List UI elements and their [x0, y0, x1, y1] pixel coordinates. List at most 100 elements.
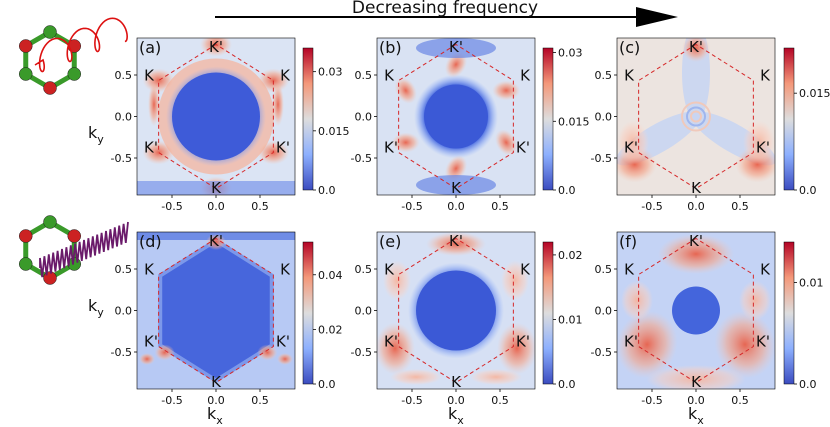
k-label-left-upper-d: K: [144, 261, 155, 279]
x-tick-f-2: 0.5: [731, 394, 749, 407]
k-label-left-upper-c: K: [624, 67, 635, 85]
k-label-left-upper-f: K: [624, 261, 635, 279]
k-label-left-lower-e: K': [384, 333, 398, 351]
hexagon-molecule-circular-icon: [19, 17, 128, 95]
y-tick-e-2: -0.5: [351, 346, 372, 359]
y-tick-d-2: -0.5: [111, 346, 132, 359]
colorbar-a: [302, 47, 314, 191]
colorbar-b: [542, 47, 554, 191]
y-tick-b-1: 0.0: [355, 111, 373, 124]
colorbar-c: [783, 47, 795, 191]
colorbar-tick-e-0: 0.02: [558, 249, 583, 262]
heatmap-d: [137, 232, 295, 389]
x-tick-a-2: 0.5: [251, 200, 269, 213]
panel-b: K' K K K K' K' (b) -0.5 0.0 0.5 0.5 0.0 -0.5 0.03 0.01…: [351, 37, 590, 213]
panel-label-e: (e): [379, 232, 401, 251]
kx-label-d: kx: [207, 404, 223, 427]
k-label-bottom-e: K: [451, 373, 462, 391]
k-label-right-lower-e: K': [516, 333, 530, 351]
k-label-right-lower-a: K': [276, 139, 290, 157]
k-label-bottom-f: K: [691, 373, 702, 391]
y-tick-c-0: 0.5: [595, 69, 613, 82]
hexagon-molecule-linear-icon: [19, 215, 129, 285]
k-label-left-lower-d: K': [144, 333, 158, 351]
colorbar-f: [783, 241, 795, 385]
colorbar-tick-b-0: 0.03: [558, 47, 583, 60]
y-tick-b-0: 0.5: [355, 69, 373, 82]
k-label-top-f: K': [689, 232, 703, 250]
panel-d: K' K K K K' K' (d) -0.5 0.0 0.5 0.5 0.0 -0.5 0.04 0.02…: [111, 231, 343, 407]
k-label-right-lower-c: K': [756, 139, 770, 157]
ky-label-top: ky: [88, 123, 104, 146]
colorbar-tick-e-1: 0.01: [558, 313, 583, 326]
x-tick-e-1: 0.0: [447, 394, 465, 407]
k-label-bottom-b: K: [451, 179, 462, 197]
k-label-right-upper-e: K: [520, 261, 531, 279]
panel-e: K' K K K K' K' (e) -0.5 0.0 0.5 0.5 0.0 -0.5 0.02 0.01…: [351, 231, 583, 407]
y-tick-f-0: 0.5: [595, 263, 613, 276]
heatmap-e: [377, 232, 535, 389]
y-tick-a-1: 0.0: [115, 111, 133, 124]
x-tick-b-0: -0.5: [401, 200, 422, 213]
x-tick-c-2: 0.5: [731, 200, 749, 213]
colorbar-tick-b-2: 0.0: [558, 184, 576, 197]
k-label-top-b: K': [449, 38, 463, 56]
heatmap-c: [617, 38, 775, 195]
colorbar-tick-a-2: 0.0: [318, 184, 336, 197]
panel-label-c: (c): [619, 38, 640, 57]
colorbar-d: [302, 241, 314, 385]
k-label-left-lower-a: K': [144, 139, 158, 157]
k-label-left-lower-b: K': [384, 139, 398, 157]
colorbar-tick-a-0: 0.03: [318, 66, 343, 79]
colorbar-tick-a-1: 0.015: [318, 125, 350, 138]
y-tick-a-2: -0.5: [111, 152, 132, 165]
panel-label-b: (b): [379, 38, 402, 57]
kx-label-f: kx: [688, 404, 704, 427]
panel-a: K' K K K K' K' (a) -0.5 0.0 0.5 0.5 0.0 -0.5 0.03 0.01…: [111, 37, 350, 213]
x-tick-d-0: -0.5: [161, 394, 182, 407]
colorbar-e: [542, 241, 554, 385]
x-tick-c-0: -0.5: [641, 200, 662, 213]
panel-c: K' K K K K' K' (c) -0.5 0.0 0.5 0.5 0.0 -0.5 0.015 0.0: [591, 37, 830, 213]
panel-label-d: (d): [139, 232, 162, 251]
x-tick-b-2: 0.5: [491, 200, 509, 213]
frequency-arrow: [215, 7, 678, 27]
y-tick-e-0: 0.5: [355, 263, 373, 276]
k-label-left-upper-a: K: [144, 67, 155, 85]
k-label-left-upper-e: K: [384, 261, 395, 279]
k-label-top-a: K': [209, 38, 223, 56]
panel-f: K' K K K K' K' (f) -0.5 0.0 0.5 0.5 0.0 -0.5 0.01 0.0: [591, 231, 824, 407]
x-tick-f-0: -0.5: [641, 394, 662, 407]
heatmap-f: [617, 232, 775, 389]
colorbar-tick-f-0: 0.01: [799, 277, 824, 290]
y-tick-e-1: 0.0: [355, 305, 373, 318]
k-label-right-upper-c: K: [760, 67, 771, 85]
colorbar-tick-b-1: 0.015: [558, 115, 590, 128]
colorbar-tick-e-2: 0.0: [558, 378, 576, 391]
k-label-left-upper-b: K: [384, 67, 395, 85]
x-tick-a-0: -0.5: [161, 200, 182, 213]
k-label-right-lower-f: K': [756, 333, 770, 351]
panels: K' K K K K' K' (a) -0.5 0.0 0.5 0.5 0.0 -0.5 0.03 0.01…: [111, 37, 830, 407]
k-label-right-upper-a: K: [280, 67, 291, 85]
x-tick-c-1: 0.0: [687, 200, 705, 213]
x-tick-b-1: 0.0: [447, 200, 465, 213]
kx-label-e: kx: [448, 404, 464, 427]
colorbar-tick-d-2: 0.0: [318, 378, 336, 391]
k-label-bottom-d: K: [211, 373, 222, 391]
k-label-right-upper-b: K: [520, 67, 531, 85]
panel-label-a: (a): [139, 38, 161, 57]
k-label-bottom-a: K: [211, 179, 222, 197]
panel-label-f: (f): [619, 232, 637, 251]
y-tick-c-2: -0.5: [591, 152, 612, 165]
colorbar-tick-c-0: 0.015: [799, 87, 830, 100]
y-tick-f-1: 0.0: [595, 305, 613, 318]
k-label-left-lower-f: K': [624, 333, 638, 351]
k-label-right-upper-d: K: [280, 261, 291, 279]
k-label-bottom-c: K: [691, 179, 702, 197]
heatmap-b: [377, 38, 535, 195]
y-tick-b-2: -0.5: [351, 152, 372, 165]
colorbar-tick-d-0: 0.04: [318, 269, 343, 282]
title-text: Decreasing frequency: [352, 0, 538, 18]
